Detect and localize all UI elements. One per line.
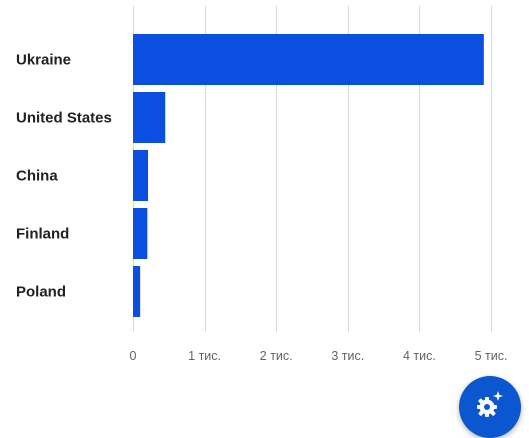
- bar-ukraine[interactable]: [133, 34, 484, 85]
- x-tick-label: 5 тис.: [475, 349, 508, 363]
- category-labels: Ukraine United States China Finland Poland: [16, 52, 112, 301]
- bar-poland[interactable]: [133, 266, 141, 317]
- category-label: Ukraine: [16, 52, 71, 69]
- bar-finland[interactable]: [133, 208, 148, 259]
- category-label: China: [16, 168, 58, 185]
- category-label: Finland: [16, 226, 69, 243]
- x-tick-label: 2 тис.: [260, 349, 293, 363]
- bar-chart: Ukraine United States China Finland Poland 0…: [16, 6, 508, 363]
- sparkle-gear-icon: [477, 391, 503, 417]
- bar-china[interactable]: [133, 150, 149, 201]
- x-tick-label: 4 тис.: [403, 349, 436, 363]
- category-label: Poland: [16, 284, 66, 301]
- x-tick-label: 0: [130, 349, 137, 363]
- x-tick-label: 3 тис.: [331, 349, 364, 363]
- bars: [133, 34, 484, 317]
- category-label: United States: [16, 110, 112, 127]
- smart-action-button[interactable]: [459, 376, 521, 438]
- x-axis-tick-labels: 0 1 тис. 2 тис. 3 тис. 4 тис. 5 тис.: [130, 349, 508, 363]
- bar-united-states[interactable]: [133, 92, 166, 143]
- x-tick-label: 1 тис.: [188, 349, 221, 363]
